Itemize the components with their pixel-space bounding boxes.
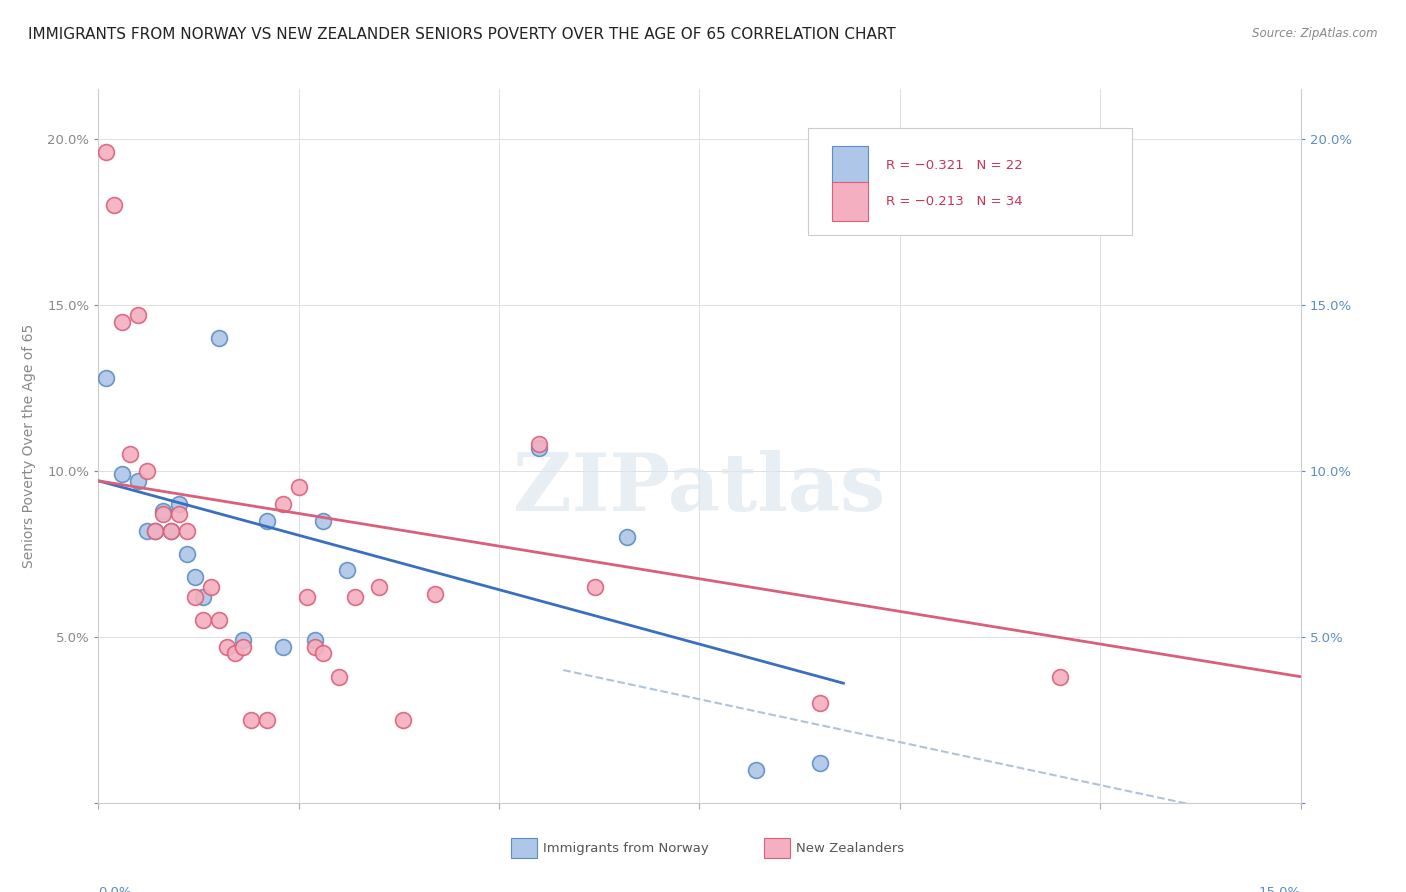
Y-axis label: Seniors Poverty Over the Age of 65: Seniors Poverty Over the Age of 65 — [22, 324, 37, 568]
New Zealanders — [288, 481, 311, 495]
Immigrants from Norway — [336, 564, 359, 578]
New Zealanders — [224, 647, 246, 661]
Immigrants from Norway — [152, 504, 174, 518]
New Zealanders — [808, 696, 831, 710]
Text: R = −0.321   N = 22: R = −0.321 N = 22 — [886, 160, 1022, 172]
New Zealanders — [215, 640, 238, 654]
Immigrants from Norway — [232, 633, 254, 648]
New Zealanders — [295, 590, 318, 604]
Text: IMMIGRANTS FROM NORWAY VS NEW ZEALANDER SENIORS POVERTY OVER THE AGE OF 65 CORRE: IMMIGRANTS FROM NORWAY VS NEW ZEALANDER … — [28, 27, 896, 42]
Immigrants from Norway — [208, 331, 231, 345]
Immigrants from Norway — [176, 547, 198, 561]
New Zealanders — [368, 580, 391, 594]
New Zealanders — [176, 524, 198, 538]
Immigrants from Norway — [312, 514, 335, 528]
New Zealanders — [256, 713, 278, 727]
Immigrants from Norway — [304, 633, 326, 648]
New Zealanders — [103, 198, 125, 212]
New Zealanders — [200, 580, 222, 594]
New Zealanders — [304, 640, 326, 654]
Text: New Zealanders: New Zealanders — [796, 842, 904, 855]
New Zealanders — [583, 580, 606, 594]
New Zealanders — [135, 464, 157, 478]
Text: 0.0%: 0.0% — [98, 886, 132, 892]
Immigrants from Norway — [135, 524, 157, 538]
Text: R = −0.213   N = 34: R = −0.213 N = 34 — [886, 195, 1022, 208]
Immigrants from Norway — [744, 763, 766, 777]
New Zealanders — [191, 613, 214, 627]
Text: ZIPatlas: ZIPatlas — [513, 450, 886, 528]
Bar — [832, 146, 868, 186]
New Zealanders — [96, 145, 118, 160]
New Zealanders — [208, 613, 231, 627]
New Zealanders — [143, 524, 166, 538]
New Zealanders — [312, 647, 335, 661]
Immigrants from Norway — [96, 371, 118, 385]
New Zealanders — [152, 507, 174, 521]
New Zealanders — [128, 308, 150, 322]
New Zealanders — [239, 713, 262, 727]
New Zealanders — [343, 590, 366, 604]
Immigrants from Norway — [183, 570, 205, 584]
Text: Immigrants from Norway: Immigrants from Norway — [543, 842, 709, 855]
Immigrants from Norway — [616, 530, 638, 544]
New Zealanders — [1049, 670, 1071, 684]
Immigrants from Norway — [128, 474, 150, 488]
Bar — [763, 838, 790, 858]
Immigrants from Norway — [808, 756, 831, 770]
New Zealanders — [328, 670, 350, 684]
Bar — [510, 838, 537, 858]
Immigrants from Norway — [271, 640, 294, 654]
Bar — [832, 182, 868, 221]
New Zealanders — [529, 437, 551, 451]
Immigrants from Norway — [529, 441, 551, 455]
New Zealanders — [120, 447, 142, 461]
FancyBboxPatch shape — [807, 128, 1132, 235]
Immigrants from Norway — [111, 467, 134, 482]
New Zealanders — [111, 314, 134, 328]
Immigrants from Norway — [191, 590, 214, 604]
Immigrants from Norway — [143, 524, 166, 538]
New Zealanders — [392, 713, 415, 727]
Immigrants from Norway — [167, 497, 190, 511]
New Zealanders — [271, 497, 294, 511]
New Zealanders — [232, 640, 254, 654]
Text: 15.0%: 15.0% — [1258, 886, 1301, 892]
Immigrants from Norway — [159, 524, 181, 538]
New Zealanders — [167, 507, 190, 521]
New Zealanders — [183, 590, 205, 604]
New Zealanders — [423, 587, 446, 601]
New Zealanders — [159, 524, 181, 538]
Immigrants from Norway — [256, 514, 278, 528]
Text: Source: ZipAtlas.com: Source: ZipAtlas.com — [1253, 27, 1378, 40]
